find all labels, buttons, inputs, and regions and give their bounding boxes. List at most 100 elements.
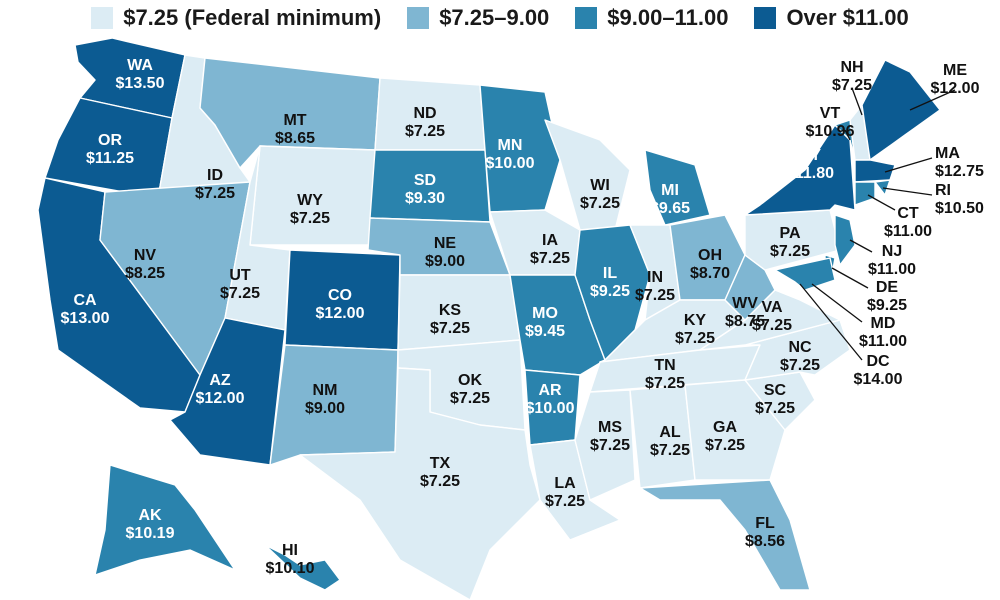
state-abbr-ia: IA: [542, 232, 558, 249]
state-label-ut: UT$7.25: [220, 267, 260, 302]
state-abbr-sd: SD: [414, 172, 436, 189]
state-wv: [724, 254, 776, 321]
state-label-mn: MN$10.00: [486, 137, 535, 172]
state-label-va: VA$7.25: [752, 299, 792, 334]
state-wage-ut: $7.25: [220, 285, 260, 302]
state-label-nd: ND$7.25: [405, 105, 445, 140]
leader-line-nh: [851, 87, 863, 116]
state-label-ca: CA$13.00: [61, 292, 110, 327]
state-abbr-ny: NY: [799, 147, 822, 164]
state-wage-mn: $10.00: [486, 155, 535, 172]
state-abbr-de: DE: [876, 279, 899, 296]
state-abbr-co: CO: [328, 287, 352, 304]
state-me: [861, 59, 941, 161]
state-wage-nm: $9.00: [305, 400, 345, 417]
state-hi: [264, 544, 341, 591]
state-fl: [639, 479, 811, 591]
state-wage-fl: $8.56: [745, 533, 785, 550]
state-label-az: AZ$12.00: [196, 372, 245, 407]
state-abbr-ma: MA: [935, 145, 960, 162]
legend-item-tier-2: $9.00–11.00: [575, 5, 728, 31]
state-abbr-ct: CT: [897, 205, 919, 222]
state-label-la: LA$7.25: [545, 475, 585, 510]
state-label-pa: PA$7.25: [770, 225, 810, 260]
legend-label: $7.25–9.00: [439, 5, 550, 30]
state-wage-nh: $7.25: [832, 77, 872, 94]
state-wage-mi: $9.65: [650, 200, 690, 217]
legend-swatch: [91, 7, 114, 29]
state-abbr-or: OR: [98, 132, 122, 149]
state-wage-va: $7.25: [752, 317, 792, 334]
state-wage-hi: $10.10: [266, 560, 315, 577]
state-label-or: OR$11.25: [86, 132, 134, 167]
state-label-oh: OH$8.70: [690, 247, 730, 282]
state-wage-nc: $7.25: [780, 357, 820, 374]
state-wage-tn: $7.25: [645, 375, 685, 392]
state-abbr-ms: MS: [598, 419, 622, 436]
state-abbr-pa: PA: [779, 225, 800, 242]
state-label-ri: RI$10.50: [935, 182, 984, 217]
state-wage-ct: $11.00: [884, 223, 932, 240]
state-abbr-mn: MN: [498, 137, 523, 154]
state-label-ms: MS$7.25: [590, 419, 630, 454]
leader-line-md: [811, 283, 863, 323]
state-abbr-me: ME: [943, 62, 967, 79]
state-labels: WA$13.50OR$11.25CA$13.00ID$7.25NV$8.25MT…: [61, 57, 985, 577]
state-wage-tx: $7.25: [420, 473, 460, 490]
state-abbr-in: IN: [647, 269, 663, 286]
state-abbr-az: AZ: [209, 372, 231, 389]
state-label-wa: WA$13.50: [116, 57, 165, 92]
state-wage-ga: $7.25: [705, 437, 745, 454]
state-abbr-wi: WI: [590, 177, 610, 194]
state-wage-in: $7.25: [635, 287, 675, 304]
state-label-me: ME$12.00: [931, 62, 980, 97]
state-abbr-tx: TX: [430, 455, 451, 472]
state-wage-pa: $7.25: [770, 243, 810, 260]
state-wage-or: $11.25: [86, 150, 134, 167]
legend-item-tier-1: $7.25–9.00: [407, 5, 549, 31]
state-wage-wa: $13.50: [116, 75, 165, 92]
state-label-co: CO$12.00: [316, 287, 365, 322]
map-legend: $7.25 (Federal minimum) $7.25–9.00 $9.00…: [0, 0, 1000, 36]
state-abbr-ut: UT: [229, 267, 251, 284]
state-wage-mo: $9.45: [525, 323, 565, 340]
legend-swatch: [754, 7, 777, 29]
state-or: [44, 97, 173, 199]
leader-line-me: [909, 89, 956, 111]
state-label-tn: TN$7.25: [645, 357, 685, 392]
state-label-wv: WV$8.75: [725, 295, 765, 330]
state-wage-oh: $8.70: [690, 265, 730, 282]
state-ma: [854, 159, 896, 183]
state-tx: [299, 367, 541, 600]
state-abbr-tn: TN: [654, 357, 675, 374]
state-abbr-nc: NC: [788, 339, 812, 356]
state-wage-sd: $9.30: [405, 190, 445, 207]
state-abbr-ca: CA: [73, 292, 97, 309]
state-label-fl: FL$8.56: [745, 515, 785, 550]
leader-line-ri: [882, 187, 933, 196]
state-abbr-vt: VT: [820, 105, 841, 122]
state-label-in: IN$7.25: [635, 269, 675, 304]
state-abbr-ar: AR: [538, 382, 562, 399]
state-wage-ky: $7.25: [675, 330, 715, 347]
state-abbr-ok: OK: [458, 372, 482, 389]
leader-line-ct: [867, 194, 896, 211]
state-label-nv: NV$8.25: [125, 247, 165, 282]
state-abbr-mo: MO: [532, 305, 558, 322]
state-label-hi: HI$10.10: [266, 542, 315, 577]
state-label-al: AL$7.25: [650, 424, 690, 459]
state-wage-ny: $11.80: [786, 165, 834, 182]
state-abbr-ak: AK: [138, 507, 162, 524]
legend-label: Over $11.00: [786, 5, 909, 30]
state-label-ar: AR$10.00: [526, 382, 575, 417]
legend-swatch: [407, 7, 430, 29]
leader-line-nj: [849, 239, 873, 253]
state-label-ok: OK$7.25: [450, 372, 490, 407]
state-label-nj: NJ$11.00: [868, 243, 916, 278]
legend-label: $9.00–11.00: [607, 5, 729, 30]
state-wage-ia: $7.25: [530, 250, 570, 267]
state-abbr-dc: DC: [866, 353, 890, 370]
state-abbr-fl: FL: [755, 515, 775, 532]
state-wage-ak: $10.19: [126, 525, 175, 542]
